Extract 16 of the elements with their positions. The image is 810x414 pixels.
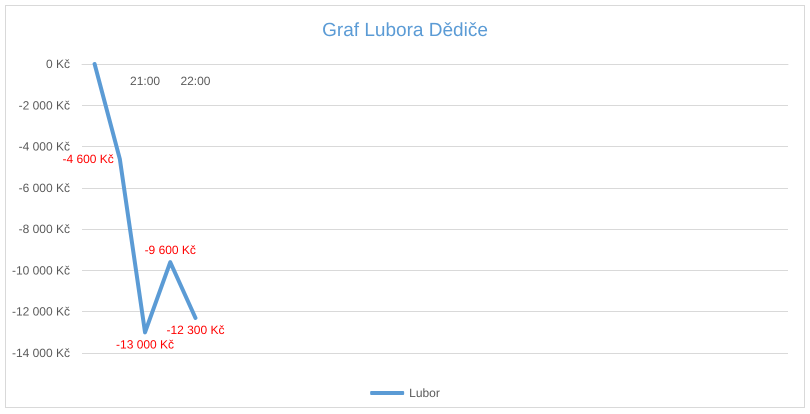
y-tick-label: -2 000 Kč bbox=[18, 98, 70, 112]
data-label: -9 600 Kč bbox=[144, 243, 196, 258]
data-label: -4 600 Kč bbox=[62, 152, 114, 166]
y-tick-label: -4 000 Kč bbox=[18, 140, 70, 154]
legend-label: Lubor bbox=[409, 386, 440, 400]
y-tick-label: -14 000 Kč bbox=[12, 346, 70, 360]
chart-title: Graf Lubora Dědiče bbox=[322, 20, 488, 41]
y-tick-label: -6 000 Kč bbox=[18, 180, 70, 195]
x-tick-label: 22:00 bbox=[180, 74, 211, 88]
data-label: -12 300 Kč bbox=[166, 322, 224, 337]
data-label: -13 000 Kč bbox=[116, 337, 174, 352]
y-tick-label: 0 Kč bbox=[46, 57, 70, 71]
y-tick-label: -10 000 Kč bbox=[12, 263, 70, 278]
y-tick-label: -8 000 Kč bbox=[18, 222, 70, 236]
x-tick-label: 21:00 bbox=[130, 74, 160, 88]
y-tick-label: -12 000 Kč bbox=[12, 304, 70, 319]
